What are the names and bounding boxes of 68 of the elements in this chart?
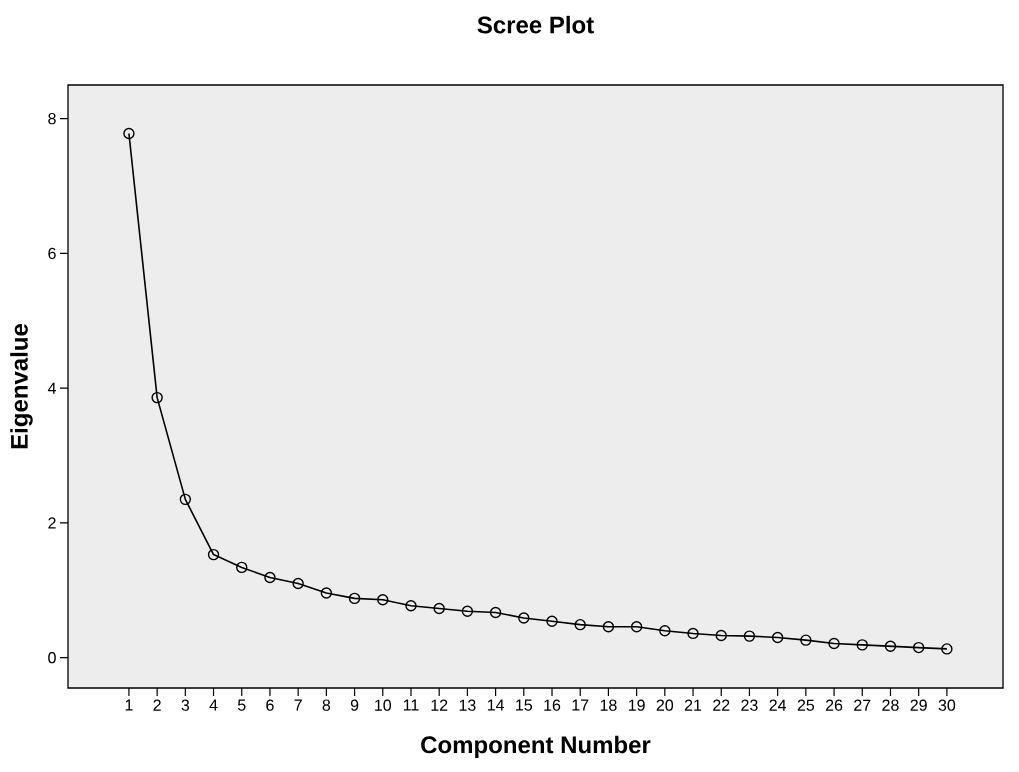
point [912, 641, 925, 654]
x-tick-label: 29 [910, 699, 927, 711]
x-tick-label: 17 [572, 699, 589, 711]
x-tick-label: 4 [209, 699, 218, 711]
x-tick-label: 11 [403, 699, 419, 711]
point [518, 612, 530, 624]
point [856, 639, 868, 651]
point [828, 637, 840, 650]
x-tick-label: 13 [459, 699, 476, 711]
point [433, 602, 445, 615]
x-tick-label: 6 [266, 699, 274, 711]
point [546, 615, 558, 627]
point [264, 571, 276, 584]
point [123, 127, 135, 140]
x-tick-label: 19 [628, 699, 645, 711]
y-tick-label: 6 [48, 247, 56, 260]
point [715, 629, 727, 642]
x-tick-label: 26 [825, 699, 843, 711]
x-tick-label: 28 [882, 699, 899, 711]
y-tick-label: 8 [48, 113, 56, 125]
x-tick-label: 25 [797, 699, 815, 711]
x-tick-label: 14 [487, 699, 505, 711]
y-tick-label: 4 [47, 382, 56, 394]
x-tick-label: 18 [600, 699, 617, 711]
point [743, 630, 756, 642]
point [800, 634, 812, 646]
point [884, 640, 897, 652]
point [687, 627, 699, 640]
y-axis-title: Eigenvalue [10, 323, 33, 449]
x-tick-label: 7 [294, 699, 302, 711]
point [348, 592, 361, 605]
x-tick-label: 10 [375, 699, 392, 711]
x-tick-label: 15 [516, 699, 533, 711]
x-tick-label: 12 [431, 699, 448, 711]
x-tick-label: 5 [237, 699, 246, 711]
point [320, 587, 333, 599]
point [630, 620, 643, 633]
x-tick-label: 8 [322, 699, 331, 711]
x-tick-label: 3 [181, 699, 190, 711]
point [179, 493, 192, 506]
point [461, 605, 474, 617]
point [941, 643, 953, 655]
x-tick-label: 16 [544, 699, 561, 711]
point [771, 631, 784, 644]
x-tick-label: 2 [153, 699, 161, 711]
point [292, 577, 304, 590]
point [602, 620, 615, 633]
x-tick-label: 1 [125, 699, 133, 711]
x-tick-label: 21 [684, 699, 702, 711]
x-tick-label: 9 [350, 699, 359, 711]
x-tick-label: 20 [656, 699, 674, 711]
x-axis-title: Component Number [421, 735, 651, 759]
point [236, 561, 248, 574]
point [207, 548, 220, 561]
x-tick-label: 24 [769, 699, 787, 711]
point [377, 594, 389, 606]
point [574, 618, 586, 631]
point [659, 625, 671, 637]
x-tick-label: 22 [713, 699, 730, 711]
point [151, 391, 163, 404]
chart-title: Scree Plot [477, 15, 594, 34]
x-tick-label: 27 [854, 699, 871, 711]
y-tick-label: 2 [48, 517, 56, 529]
x-tick-label: 30 [938, 699, 956, 711]
point [489, 606, 502, 619]
x-tick-label: 23 [741, 699, 758, 711]
y-tick-label: 0 [48, 652, 56, 664]
point [405, 600, 417, 612]
